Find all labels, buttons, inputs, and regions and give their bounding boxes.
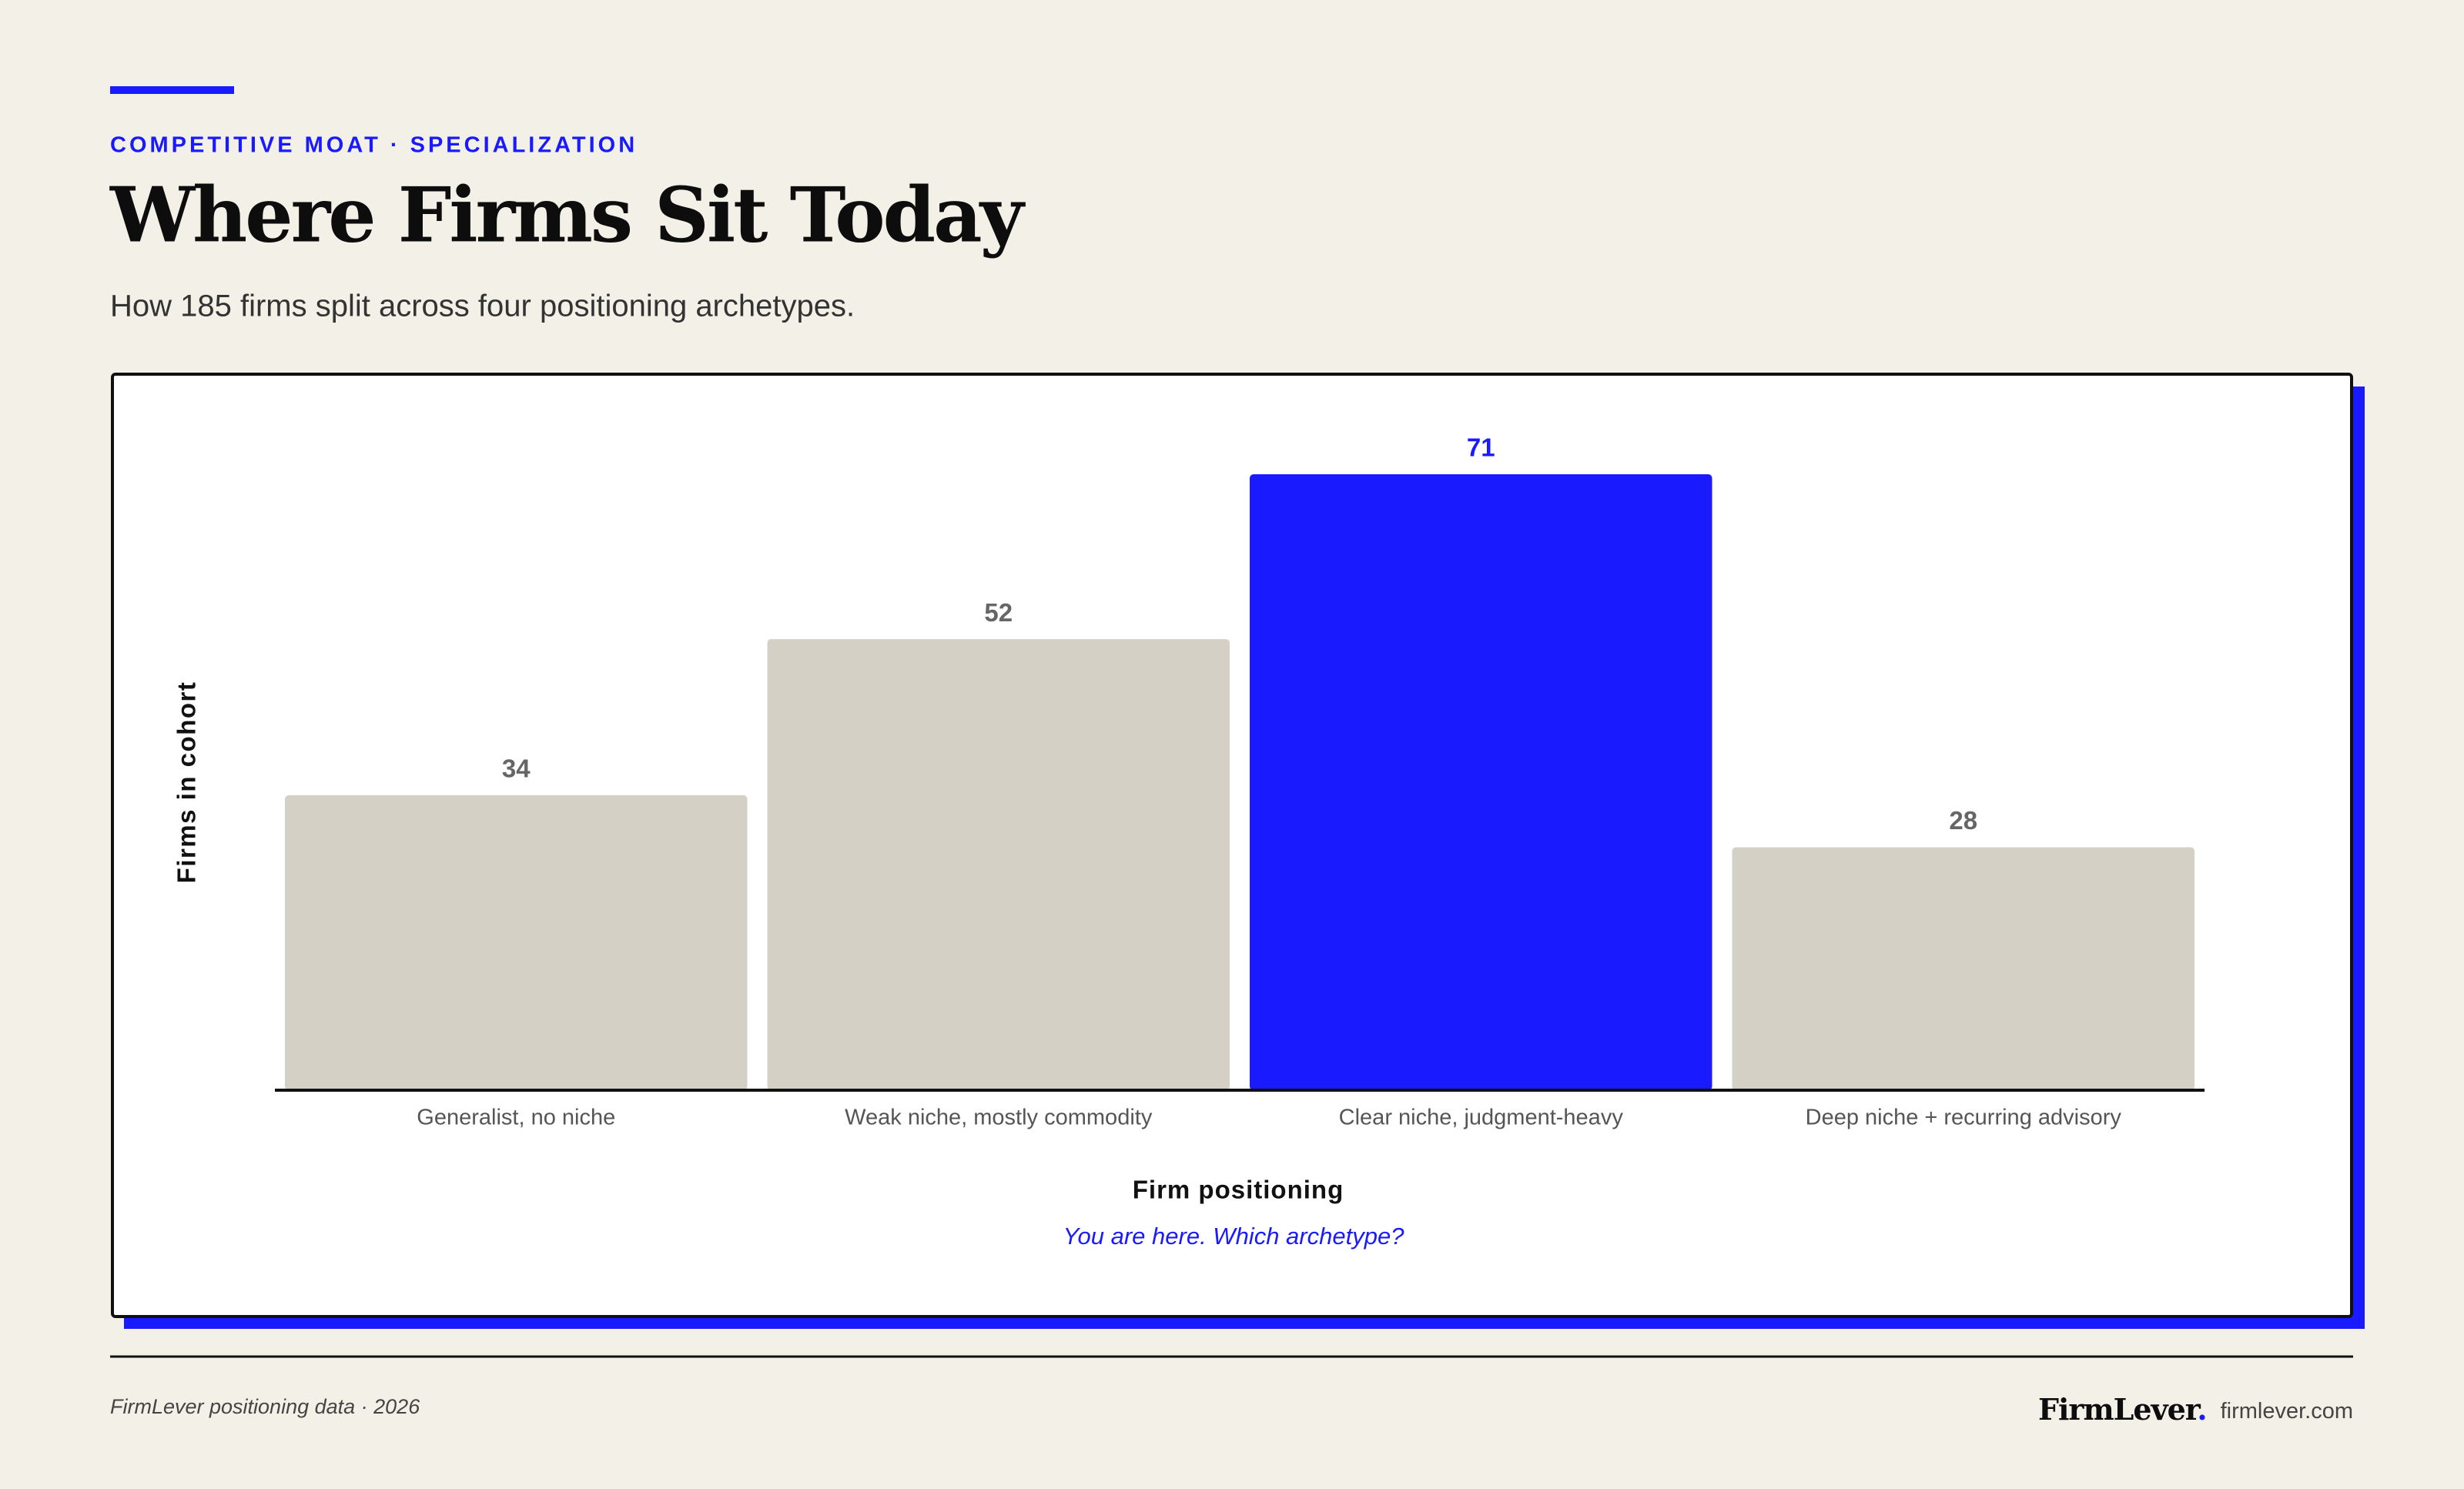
annotation: You are here. Which archetype? (1063, 1223, 1405, 1250)
value-label: 28 (1949, 806, 1977, 835)
bar (767, 639, 1230, 1090)
x-tick-label: Clear niche, judgment-heavy (1339, 1106, 1624, 1130)
footer-brand: FirmLever. firmlever.com (2038, 1392, 2353, 1427)
x-tick-label: Weak niche, mostly commodity (845, 1106, 1153, 1130)
brand-dot: . (2197, 1392, 2206, 1427)
eyebrow: COMPETITIVE MOAT · SPECIALIZATION (110, 133, 638, 158)
bar (1250, 474, 1712, 1090)
value-label: 34 (502, 755, 531, 783)
value-label: 52 (984, 598, 1013, 627)
footer-source: FirmLever positioning data · 2026 (110, 1395, 420, 1418)
brand-name: FirmLever (2038, 1392, 2201, 1427)
y-axis-title: Firms in cohort (172, 681, 201, 884)
chart-title: Where Firms Sit Today (109, 171, 1026, 259)
bar (285, 795, 748, 1090)
brand-site: firmlever.com (2221, 1399, 2353, 1424)
x-axis-title: Firm positioning (1133, 1176, 1344, 1204)
value-label: 71 (1467, 433, 1495, 462)
chart-subtitle: How 185 firms split across four position… (110, 289, 855, 323)
accent-bar (110, 86, 234, 94)
bar (1732, 847, 2194, 1090)
x-tick-label: Generalist, no niche (417, 1106, 615, 1130)
x-tick-label: Deep niche + recurring advisory (1806, 1106, 2122, 1130)
